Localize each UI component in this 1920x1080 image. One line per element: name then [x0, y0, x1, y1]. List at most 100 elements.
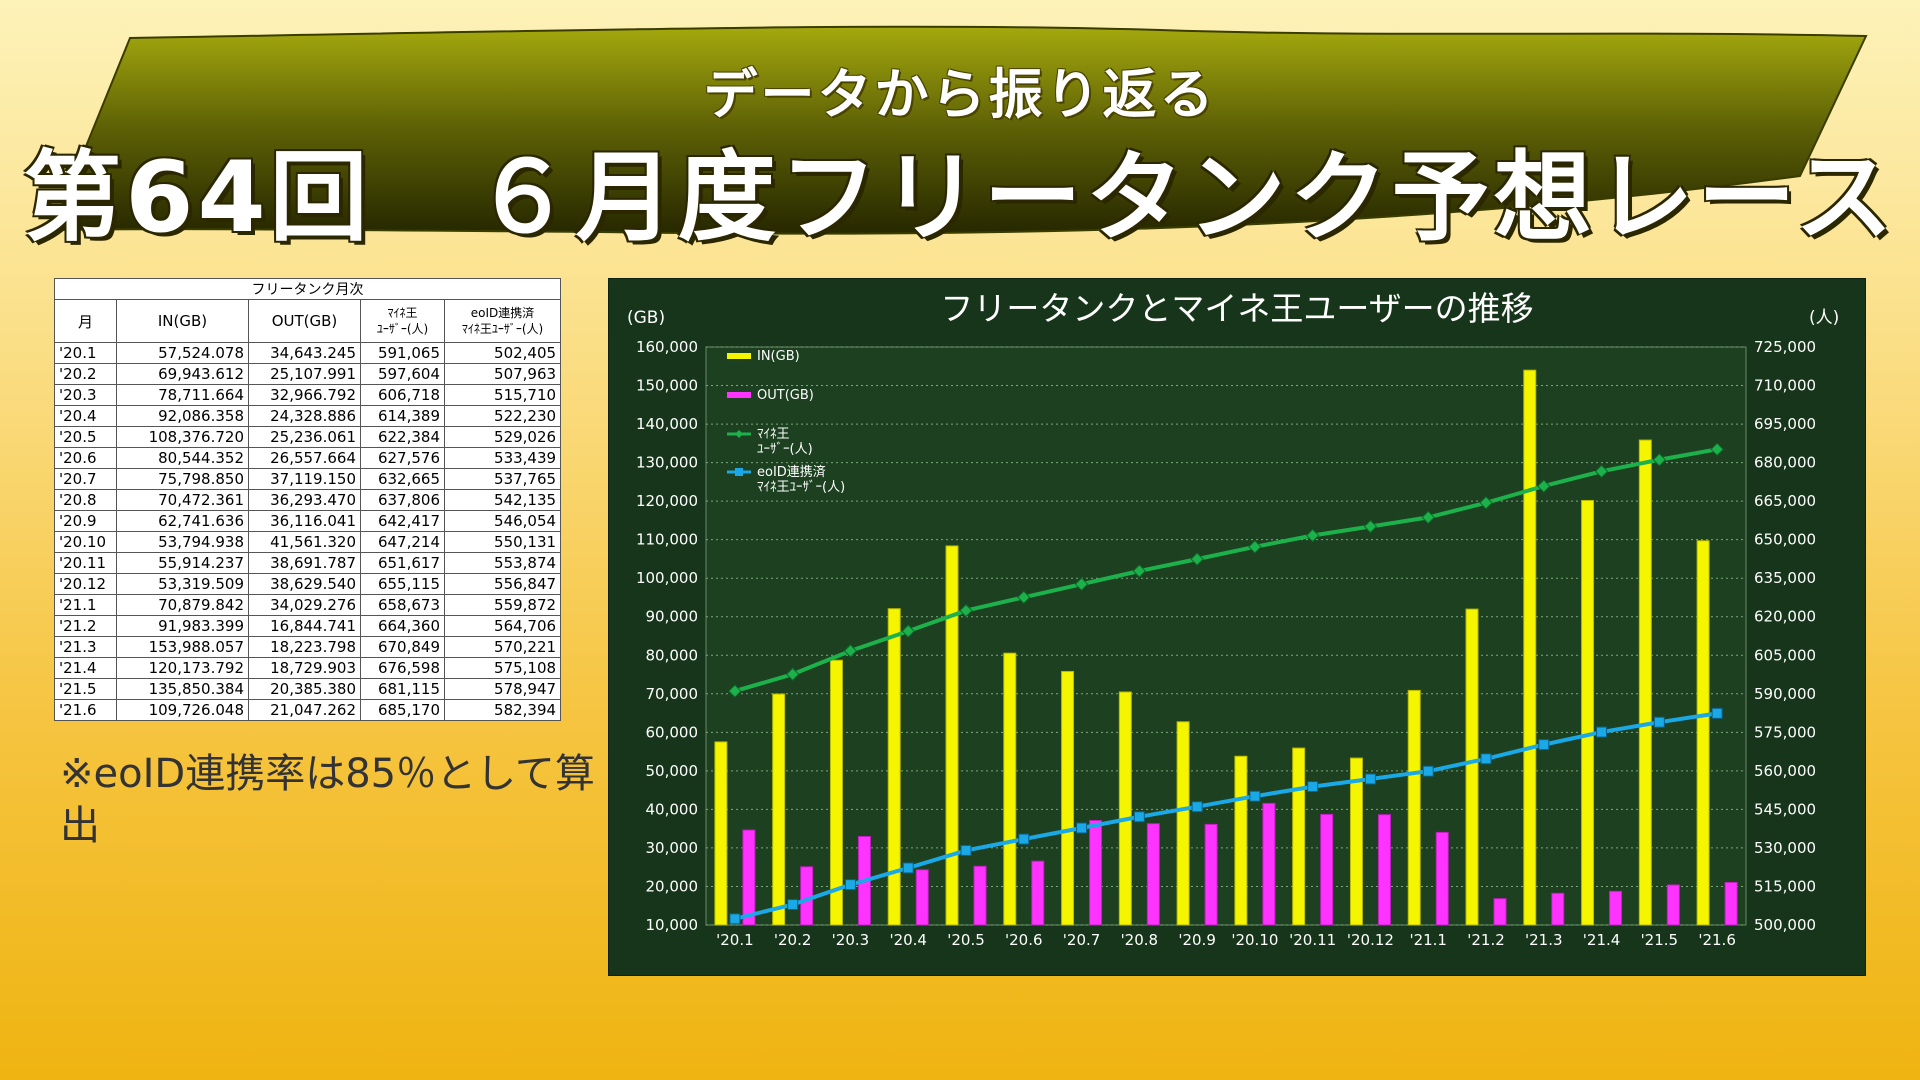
- bar-in-'21.6: [1696, 540, 1710, 926]
- point-users-'21.6: [1710, 442, 1724, 457]
- y-tick-right: 515,000: [1754, 877, 1816, 895]
- table-cell: 553,874: [443, 552, 562, 574]
- y-tick-left: 40,000: [646, 800, 699, 818]
- table-cell: 36,116.041: [248, 510, 361, 532]
- point-eoid-'20.9: [1191, 801, 1203, 813]
- table-cell: 120,173.792: [116, 657, 249, 679]
- table-cell: 108,376.720: [116, 426, 249, 448]
- table-row: '21.1 70,879.842 34,029.276 658,673 559,872: [54, 594, 562, 616]
- table-row: '20.1 57,524.078 34,643.245 591,065 502,405: [54, 342, 562, 364]
- table-cell: 515,710: [443, 384, 562, 406]
- table-cell: 681,115: [360, 678, 445, 700]
- point-users-'20.6: [1017, 590, 1031, 604]
- table-cell: '21.3: [54, 636, 117, 658]
- calculation-note: ※eoID連携率は85％として算出: [60, 751, 595, 849]
- bar-out-'20.11: [1320, 813, 1334, 926]
- table-cell: 564,706: [443, 615, 562, 637]
- point-eoid-'21.2: [1480, 753, 1492, 765]
- table-cell: 78,711.664: [116, 384, 249, 406]
- table-cell: '20.1: [54, 342, 117, 364]
- x-tick-label: '20.11: [1289, 931, 1336, 949]
- table-row: '20.12 53,319.509 38,629.540 655,115 556,847: [54, 573, 562, 595]
- table-header-0: 月: [54, 299, 117, 343]
- table-cell: 542,135: [443, 489, 562, 511]
- point-eoid-'20.6: [1018, 833, 1030, 845]
- x-tick-label: '20.9: [1178, 931, 1216, 949]
- table-cell: 533,439: [443, 447, 562, 469]
- point-users-'20.12: [1363, 519, 1378, 534]
- point-eoid-'20.3: [844, 879, 856, 891]
- table-cell: 685,170: [360, 699, 445, 721]
- table-cell: 559,872: [443, 594, 562, 616]
- y-tick-right: 605,000: [1754, 646, 1816, 664]
- point-eoid-'21.5: [1653, 716, 1665, 728]
- point-eoid-'20.7: [1076, 822, 1088, 834]
- table-cell: 627,576: [360, 447, 445, 469]
- table-cell: 91,983.399: [116, 615, 249, 637]
- table-cell: 582,394: [443, 699, 562, 721]
- bar-in-'21.5: [1638, 439, 1652, 926]
- table-cell: 556,847: [443, 573, 562, 595]
- y-tick-right: 680,000: [1754, 454, 1816, 472]
- x-tick-label: '20.3: [832, 931, 870, 949]
- table-cell: 651,617: [360, 552, 445, 574]
- table-row: '20.11 55,914.237 38,691.787 651,617 553,874: [54, 552, 562, 574]
- point-users-'20.5: [959, 603, 973, 618]
- table-cell: '21.6: [54, 699, 117, 721]
- bar-out-'20.2: [800, 866, 814, 926]
- y-tick-right: 590,000: [1754, 685, 1816, 703]
- point-eoid-'21.6: [1711, 707, 1723, 719]
- legend-marker-users: [735, 430, 743, 438]
- table-row: '20.9 62,741.636 36,116.041 642,417 546,054: [54, 510, 562, 532]
- table-row: '21.2 91,983.399 16,844.741 664,360 564,706: [54, 615, 562, 637]
- title-banner: [50, 25, 1868, 235]
- point-users-'20.7: [1074, 577, 1089, 591]
- x-tick-label: '21.4: [1583, 931, 1621, 949]
- table-cell: 25,107.991: [248, 363, 361, 385]
- y-tick-left: 70,000: [646, 685, 699, 703]
- y-tick-left: 100,000: [636, 569, 698, 587]
- point-users-'21.3: [1537, 479, 1551, 493]
- point-users-'20.3: [843, 644, 858, 658]
- table-cell: '21.2: [54, 615, 117, 637]
- table-cell: 637,806: [360, 489, 445, 511]
- y-tick-right: 710,000: [1754, 377, 1816, 395]
- x-tick-label: '21.3: [1525, 931, 1563, 949]
- bar-in-'20.5: [945, 545, 959, 926]
- table-cell: 575,108: [443, 657, 562, 679]
- x-tick-label: '20.10: [1231, 931, 1278, 949]
- bar-in-'21.3: [1523, 369, 1537, 926]
- table-cell: '20.4: [54, 405, 117, 427]
- monthly-data-table: フリータンク月次 月 IN(GB) OUT(GB) ﾏｲﾈ王 ﾕｰｻﾞｰ(人) eoID連…: [53, 278, 562, 721]
- bar-in-'20.10: [1234, 755, 1248, 926]
- y-tick-left: 20,000: [646, 877, 699, 895]
- table-cell: 537,765: [443, 468, 562, 490]
- table-cell: 70,472.361: [116, 489, 249, 511]
- table-caption: フリータンク月次: [53, 278, 562, 300]
- legend-label-in: IN(GB): [757, 349, 800, 364]
- bar-out-'21.1: [1435, 831, 1449, 926]
- table-cell: 614,389: [360, 405, 445, 427]
- bar-out-'20.9: [1204, 823, 1218, 926]
- legend-label-eoid: eoID連携済: [757, 464, 826, 480]
- table-cell: 632,665: [360, 468, 445, 490]
- y-tick-right: 725,000: [1754, 338, 1816, 356]
- x-tick-label: '20.7: [1063, 931, 1101, 949]
- y-tick-left: 120,000: [636, 492, 698, 510]
- table-cell: '20.10: [54, 531, 117, 553]
- table-cell: 53,794.938: [116, 531, 249, 553]
- table-cell: 591,065: [360, 342, 445, 364]
- x-tick-label: '20.8: [1121, 931, 1159, 949]
- table-cell: 606,718: [360, 384, 445, 406]
- bar-out-'21.6: [1724, 881, 1738, 926]
- table-cell: 21,047.262: [248, 699, 361, 721]
- y-tick-left: 140,000: [636, 415, 698, 433]
- plot-area: [705, 346, 1747, 926]
- table-row: '20.8 70,472.361 36,293.470 637,806 542,135: [54, 489, 562, 511]
- table-cell: 676,598: [360, 657, 445, 679]
- table-cell: 655,115: [360, 573, 445, 595]
- table-cell: '20.7: [54, 468, 117, 490]
- bar-in-'20.8: [1118, 691, 1132, 926]
- point-users-'20.9: [1190, 552, 1204, 566]
- table-cell: 597,604: [360, 363, 445, 385]
